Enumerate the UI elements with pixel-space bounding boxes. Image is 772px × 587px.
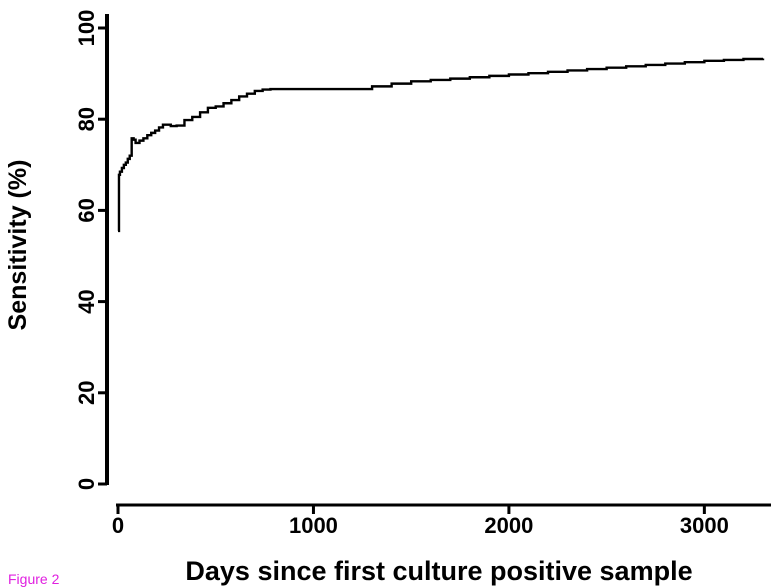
x-tick-label: 3000 <box>680 513 729 538</box>
x-tick-label: 1000 <box>289 513 338 538</box>
x-axis-title: Days since first culture positive sample <box>185 556 692 586</box>
y-ticks: 0 20 40 60 80 100 <box>74 10 107 490</box>
figure-caption: Figure 2 <box>8 571 60 587</box>
y-tick-label: 0 <box>74 478 99 490</box>
y-tick-label: 20 <box>74 381 99 405</box>
x-tick-label: 0 <box>112 513 124 538</box>
y-tick-label: 60 <box>74 198 99 222</box>
y-tick-label: 100 <box>74 10 99 47</box>
x-ticks: 0 1000 2000 3000 <box>112 505 729 538</box>
series-line <box>117 57 765 233</box>
y-axis-title: Sensitivity (%) <box>4 160 32 331</box>
x-tick-label: 2000 <box>484 513 533 538</box>
y-tick-label: 40 <box>74 289 99 313</box>
y-tick-label: 80 <box>74 107 99 131</box>
